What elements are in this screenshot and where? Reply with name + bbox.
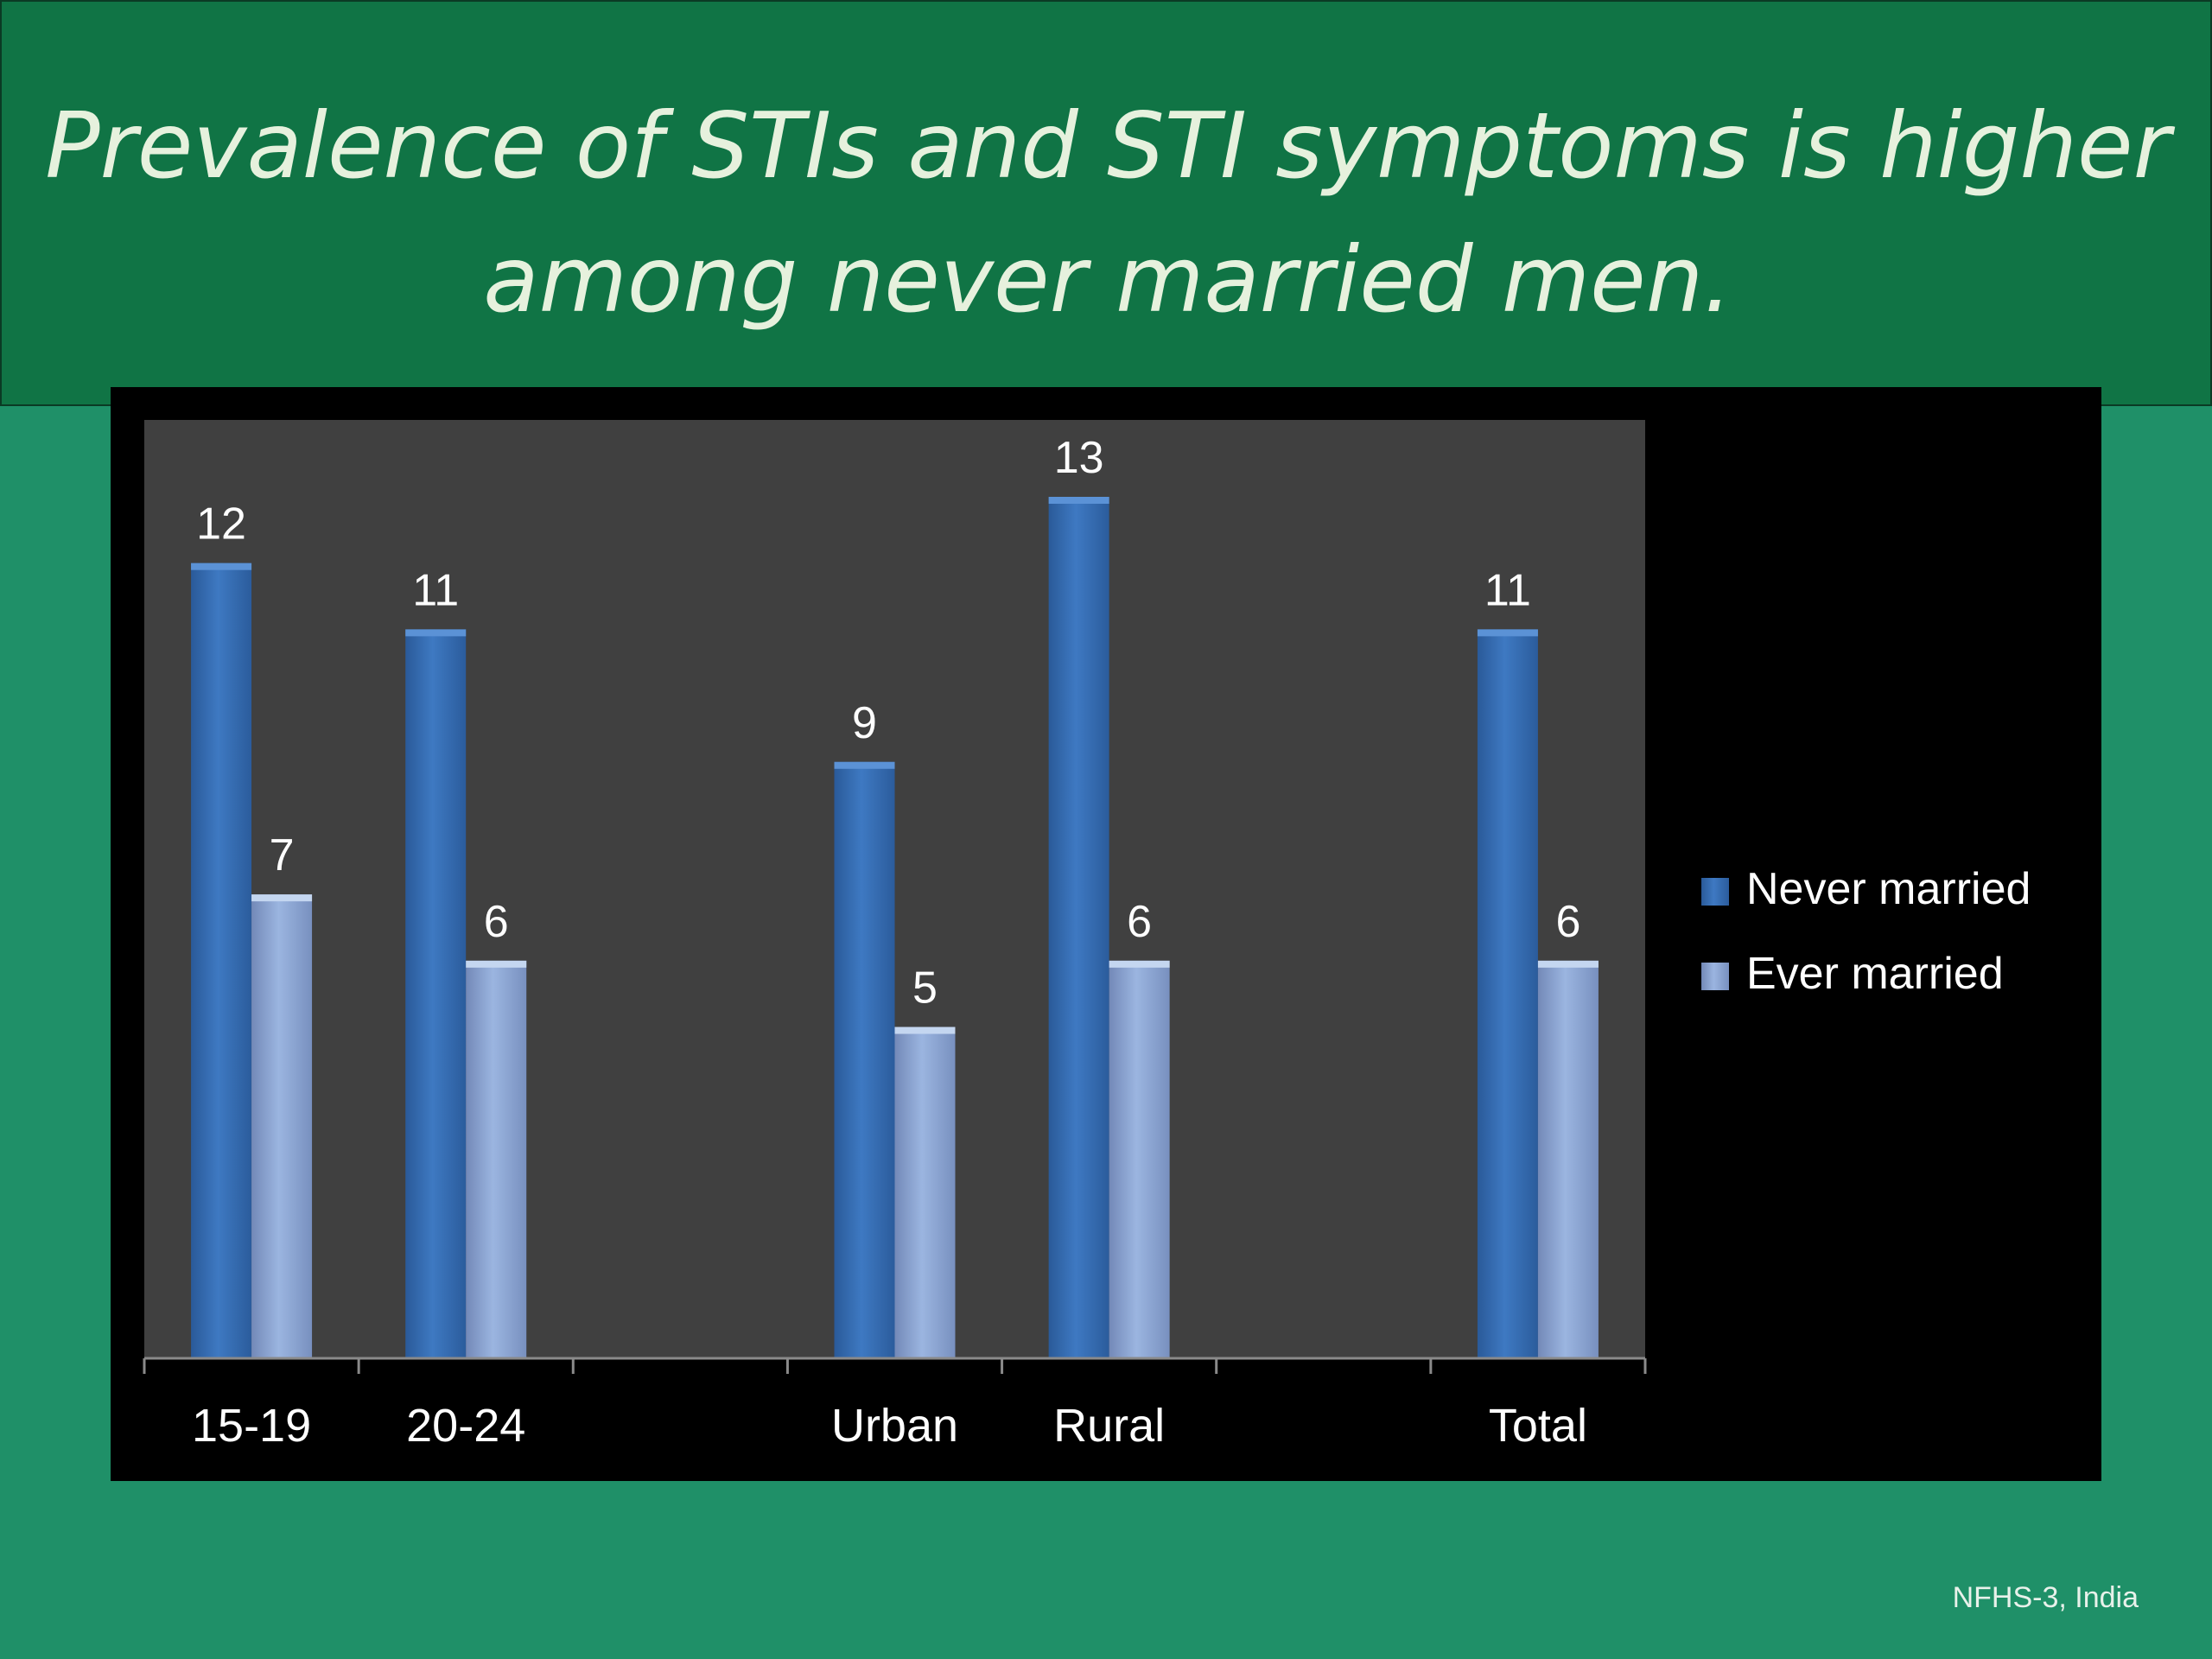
bar-chart: 12 11 9 13 11 7 6 5 6 6 15-19 20-24 Urban Rural Total… <box>143 420 2031 1452</box>
bar-ever-married-20-24-cap <box>466 960 527 968</box>
legend-label-never-married: Never married <box>1746 864 2031 914</box>
bar-ever-married-rural-cap <box>1109 960 1170 968</box>
data-label-ever-married-rural: 6 <box>1127 897 1152 947</box>
x-tick-label-15-19: 15-19 <box>192 1400 311 1452</box>
bar-never-married-15-19 <box>191 563 252 1358</box>
data-label-ever-married-urban: 5 <box>912 963 938 1014</box>
bar-never-married-rural-cap <box>1048 497 1109 504</box>
x-tick-label-20-24: 20-24 <box>406 1400 525 1452</box>
bars-layer <box>191 497 1599 1358</box>
legend-swatch-ever-married <box>1701 963 1729 990</box>
data-labels-layer: 12 11 9 13 11 7 6 5 6 6 <box>196 433 1580 1014</box>
legend-swatch-never-married <box>1701 878 1729 906</box>
legend: Never married Ever married <box>1701 864 2031 999</box>
bar-ever-married-total-cap <box>1537 960 1599 968</box>
bar-ever-married-total <box>1537 960 1599 1358</box>
x-tick-label-urban: Urban <box>831 1400 958 1452</box>
bar-ever-married-rural <box>1109 960 1170 1358</box>
bar-never-married-urban-cap <box>834 761 895 769</box>
source-note: NFHS-3, India <box>1952 1581 2139 1614</box>
bar-ever-married-15-19-cap <box>251 894 313 902</box>
bar-ever-married-15-19 <box>251 894 313 1358</box>
data-label-ever-married-20-24: 6 <box>484 897 509 947</box>
bar-never-married-total <box>1477 629 1538 1358</box>
data-label-ever-married-15-19: 7 <box>270 830 295 880</box>
bar-never-married-urban <box>834 761 895 1358</box>
bar-never-married-20-24-cap <box>405 629 467 637</box>
data-label-never-married-20-24: 11 <box>412 565 459 615</box>
bar-never-married-rural <box>1048 497 1109 1358</box>
chart-panel: 12 11 9 13 11 7 6 5 6 6 15-19 20-24 Urban Rural Total… <box>111 387 2101 1481</box>
x-axis: 15-19 20-24 Urban Rural Total <box>143 1357 1647 1452</box>
x-tick-label-total: Total <box>1489 1400 1587 1452</box>
bar-ever-married-urban <box>894 1027 956 1358</box>
bar-never-married-20-24 <box>405 629 467 1358</box>
data-label-never-married-15-19: 12 <box>196 499 246 550</box>
bar-never-married-total-cap <box>1477 629 1538 637</box>
bar-ever-married-20-24 <box>466 960 527 1358</box>
data-label-ever-married-total: 6 <box>1555 897 1580 947</box>
slide-title: Prevalence of STIs and STI symptoms is h… <box>45 93 2171 333</box>
x-tick-label-rural: Rural <box>1053 1400 1165 1452</box>
data-label-never-married-urban: 9 <box>852 698 877 748</box>
data-label-never-married-total: 11 <box>1484 565 1531 615</box>
legend-label-ever-married: Ever married <box>1746 949 2004 999</box>
data-label-never-married-rural: 13 <box>1054 433 1104 483</box>
bar-ever-married-urban-cap <box>894 1027 956 1034</box>
bar-never-married-15-19-cap <box>191 563 252 570</box>
title-banner: Prevalence of STIs and STI symptoms is h… <box>0 0 2212 406</box>
